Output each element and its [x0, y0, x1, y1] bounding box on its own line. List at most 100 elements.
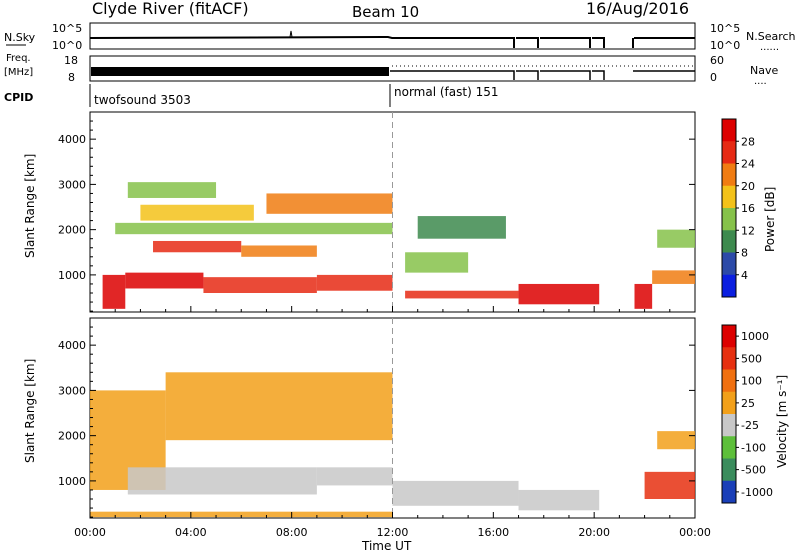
- colorbar-swatch: [722, 274, 736, 298]
- colorbar-tick-label: -25: [741, 419, 759, 432]
- heatmap-region: [140, 204, 254, 221]
- x-tick-label: 04:00: [175, 526, 207, 539]
- x-axis-ticks: 00:00 04:00 08:00 12:00 16:00 20:00 00:00: [74, 306, 711, 539]
- colorbar-tick-label: 28: [741, 135, 755, 148]
- data-gap: [604, 319, 635, 517]
- nsky-label: N.Sky: [4, 31, 36, 44]
- velocity-y-axis-label: Slant Range [km]: [23, 359, 37, 463]
- x-tick-label: 00:00: [679, 526, 711, 539]
- power-y-axis-label: Slant Range [km]: [23, 154, 37, 258]
- colorbar-swatch: [722, 480, 736, 504]
- x-tick-label: 16:00: [477, 526, 509, 539]
- heatmap-region: [266, 193, 393, 214]
- heatmap-region: [405, 290, 519, 299]
- heatmap-region: [316, 467, 393, 486]
- nsearch-tick-high: 10^5: [710, 22, 740, 35]
- heatmap-region: [657, 229, 695, 248]
- colorbar-tick-label: 1000: [741, 330, 769, 343]
- heatmap-region: [165, 372, 393, 441]
- y-tick-label: 1000: [58, 269, 86, 282]
- velocity-colorbar-label: Velocity [m s⁻¹]: [775, 375, 789, 468]
- heatmap-region: [634, 283, 653, 309]
- x-tick-label: 00:00: [74, 526, 106, 539]
- colorbar-tick-label: 12: [741, 224, 755, 237]
- velocity-colorbar: 1000 500 100 25 -25 -100 -500 -1000: [721, 324, 773, 504]
- x-axis-label: Time UT: [361, 539, 412, 553]
- heatmap-region: [405, 252, 469, 273]
- x-tick-label: 20:00: [578, 526, 610, 539]
- freq-trace-normal: [390, 70, 695, 80]
- colorbar-tick-label: 20: [741, 180, 755, 193]
- heatmap-region: [316, 274, 393, 291]
- date-label: 16/Aug/2016: [586, 0, 689, 18]
- cpid-segment-twofsound: twofsound 3503: [94, 93, 191, 107]
- cpid-strip: CPID twofsound 3503 normal (fast) 151: [4, 84, 498, 107]
- y-tick-label: 3000: [58, 384, 86, 397]
- heatmap-region: [392, 480, 519, 506]
- freq-strip: Freq. [MHz] 18 8 60 0 Nave ....: [4, 53, 778, 87]
- nsearch-label: N.Search: [746, 30, 796, 43]
- heatmap-region: [153, 240, 242, 253]
- colorbar-swatch: [722, 369, 736, 393]
- freq-frame: [89, 55, 696, 82]
- power-colorbar-label: Power [dB]: [763, 187, 777, 252]
- nsky-tick-high: 10^5: [52, 22, 82, 35]
- nsky-tick-low: 10^0: [52, 39, 82, 52]
- beam-label: Beam 10: [352, 3, 419, 21]
- colorbar-tick-label: 100: [741, 375, 762, 388]
- heatmap-region: [125, 272, 204, 289]
- heatmap-region: [518, 283, 600, 305]
- velocity-y-ticks: 1000 2000 3000 4000: [58, 326, 695, 518]
- freq-trace-twofsound: [91, 67, 389, 76]
- heatmap-region: [644, 471, 695, 499]
- nsearch-tick-low: 10^0: [710, 39, 740, 52]
- nave-legend: ....: [754, 76, 767, 87]
- colorbar-swatch: [722, 347, 736, 370]
- colorbar-swatch: [722, 458, 736, 482]
- nsky-spike: [289, 30, 293, 38]
- colorbar-swatch: [722, 230, 736, 253]
- power-y-ticks: 1000 2000 3000 4000: [58, 120, 695, 312]
- colorbar-swatch: [722, 391, 736, 415]
- freq-tick-low: 8: [68, 71, 75, 84]
- colorbar-frame: [721, 324, 737, 504]
- station-title: Clyde River (fitACF): [92, 0, 249, 18]
- heatmap-region: [241, 245, 317, 257]
- freq-unit: [MHz]: [4, 67, 33, 78]
- power-panel: 1000 2000 3000 4000 Slant Range [km] 4 8 12 16…: [23, 111, 777, 313]
- nsky-strip: N.Sky 10^5 10^0 10^5 10^0 N.Search .....…: [4, 22, 796, 53]
- y-tick-label: 4000: [58, 339, 86, 352]
- colorbar-tick-label: 4: [741, 269, 748, 282]
- colorbar-swatch: [722, 252, 736, 276]
- colorbar-swatch: [722, 414, 736, 437]
- nsky-trace: [89, 35, 695, 48]
- heatmap-region: [90, 511, 393, 518]
- nsearch-legend: ......: [760, 42, 779, 53]
- cpid-label: CPID: [4, 91, 33, 104]
- colorbar-tick-label: 8: [741, 247, 748, 260]
- colorbar-swatch: [722, 325, 736, 348]
- freq-label: Freq.: [6, 53, 31, 64]
- freq-tick-high: 18: [64, 54, 78, 67]
- power-heatmap: [102, 112, 695, 312]
- nave-label: Nave: [750, 64, 778, 77]
- colorbar-tick-label: -100: [741, 441, 766, 454]
- y-tick-label: 4000: [58, 133, 86, 146]
- data-gap: [604, 113, 635, 311]
- y-tick-label: 1000: [58, 475, 86, 488]
- colorbar-tick-label: 500: [741, 352, 762, 365]
- cpid-segment-normal: normal (fast) 151: [394, 85, 498, 99]
- colorbar-swatch: [722, 141, 736, 164]
- x-tick-label: 12:00: [377, 526, 409, 539]
- y-tick-label: 2000: [58, 430, 86, 443]
- colorbar-swatch: [722, 436, 736, 459]
- colorbar-swatch: [722, 185, 736, 209]
- y-tick-label: 2000: [58, 224, 86, 237]
- heatmap-region: [203, 277, 317, 293]
- heatmap-region: [115, 222, 393, 235]
- colorbar-swatch: [722, 163, 736, 187]
- colorbar-tick-label: 25: [741, 397, 755, 410]
- nave-tick-low: 0: [710, 71, 717, 84]
- heatmap-region: [518, 489, 600, 511]
- velocity-panel: 1000 2000 3000 4000 Slant Range [km] 1000 50…: [23, 317, 789, 519]
